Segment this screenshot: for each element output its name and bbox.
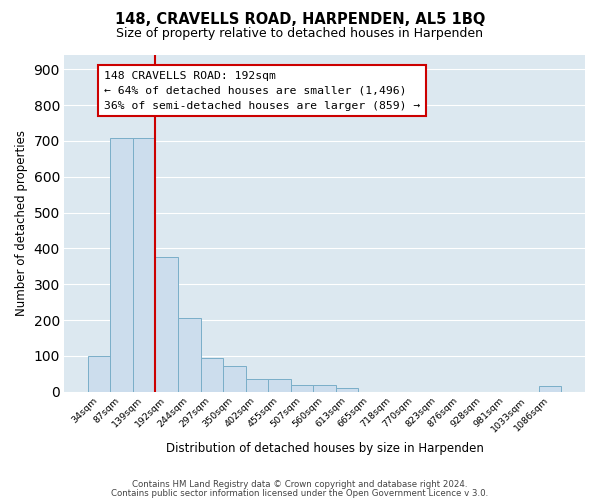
Bar <box>178 318 200 392</box>
Bar <box>223 366 245 392</box>
Text: 148 CRAVELLS ROAD: 192sqm
← 64% of detached houses are smaller (1,496)
36% of se: 148 CRAVELLS ROAD: 192sqm ← 64% of detac… <box>104 71 420 110</box>
Bar <box>539 386 562 392</box>
X-axis label: Distribution of detached houses by size in Harpenden: Distribution of detached houses by size … <box>166 442 484 455</box>
Bar <box>313 384 336 392</box>
Y-axis label: Number of detached properties: Number of detached properties <box>15 130 28 316</box>
Bar <box>268 379 291 392</box>
Bar <box>200 358 223 392</box>
Bar <box>88 356 110 392</box>
Bar <box>245 379 268 392</box>
Bar <box>336 388 358 392</box>
Bar <box>110 138 133 392</box>
Bar <box>155 258 178 392</box>
Bar <box>291 384 313 392</box>
Bar <box>133 138 155 392</box>
Text: Contains HM Land Registry data © Crown copyright and database right 2024.: Contains HM Land Registry data © Crown c… <box>132 480 468 489</box>
Text: 148, CRAVELLS ROAD, HARPENDEN, AL5 1BQ: 148, CRAVELLS ROAD, HARPENDEN, AL5 1BQ <box>115 12 485 28</box>
Text: Size of property relative to detached houses in Harpenden: Size of property relative to detached ho… <box>116 28 484 40</box>
Text: Contains public sector information licensed under the Open Government Licence v : Contains public sector information licen… <box>112 488 488 498</box>
